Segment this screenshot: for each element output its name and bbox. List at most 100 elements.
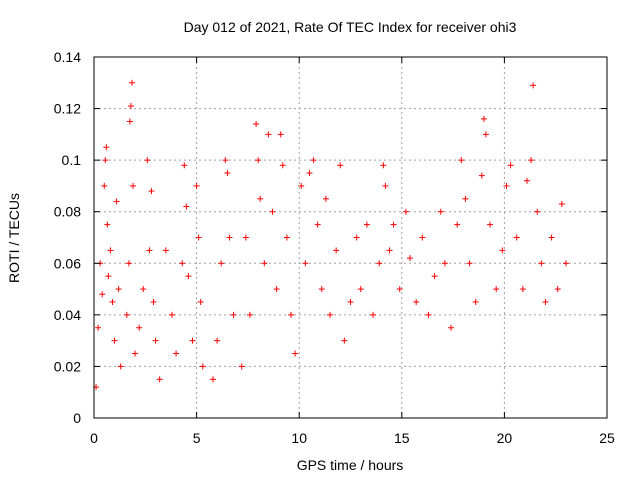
data-point: [370, 311, 377, 318]
data-point: [314, 221, 321, 228]
data-point: [127, 102, 134, 109]
data-point: [183, 203, 190, 210]
data-point: [255, 157, 262, 164]
data-point: [179, 260, 186, 267]
data-point: [341, 337, 348, 344]
x-tick-label: 15: [394, 430, 410, 446]
data-point: [109, 298, 116, 305]
data-point: [363, 221, 370, 228]
data-point: [523, 177, 530, 184]
data-point: [357, 286, 364, 293]
data-point: [466, 260, 473, 267]
data-point: [302, 260, 309, 267]
data-point: [107, 247, 114, 254]
data-point: [376, 260, 383, 267]
data-point: [269, 208, 276, 215]
data-point: [441, 260, 448, 267]
x-tick-label: 20: [497, 430, 513, 446]
x-tick-label: 10: [291, 430, 307, 446]
y-tick-label: 0.14: [54, 49, 81, 65]
data-point: [150, 298, 157, 305]
data-point: [156, 376, 163, 383]
data-point: [193, 182, 200, 189]
data-point: [507, 162, 514, 169]
data-point: [298, 182, 305, 189]
data-point: [148, 188, 155, 195]
data-point: [185, 273, 192, 280]
data-point: [189, 337, 196, 344]
data-point: [472, 298, 479, 305]
data-point: [99, 291, 106, 298]
data-point: [431, 273, 438, 280]
data-point: [224, 170, 231, 177]
y-axis-label: ROTI / TECUs: [6, 193, 22, 283]
data-point: [337, 162, 344, 169]
plot-frame: [93, 56, 608, 419]
data-point: [396, 286, 403, 293]
data-point: [222, 157, 229, 164]
data-point: [102, 157, 109, 164]
data-point: [499, 247, 506, 254]
data-point: [513, 234, 520, 241]
data-point: [292, 350, 299, 357]
data-point: [310, 157, 317, 164]
data-point: [125, 260, 132, 267]
data-point: [413, 298, 420, 305]
data-point: [101, 182, 108, 189]
data-point: [519, 286, 526, 293]
x-axis-label: GPS time / hours: [297, 457, 404, 473]
data-point: [123, 311, 130, 318]
data-point: [528, 157, 535, 164]
data-point: [542, 298, 549, 305]
y-tick-label: 0.12: [54, 101, 81, 117]
data-point: [115, 286, 122, 293]
data-points: [93, 79, 569, 391]
data-point: [152, 337, 159, 344]
data-point: [382, 182, 389, 189]
data-point: [347, 298, 354, 305]
data-point: [548, 234, 555, 241]
data-point: [353, 234, 360, 241]
data-point: [238, 363, 245, 370]
data-point: [277, 131, 284, 138]
data-point: [173, 350, 180, 357]
data-point: [322, 195, 329, 202]
data-point: [218, 260, 225, 267]
data-point: [257, 195, 264, 202]
data-point: [140, 286, 147, 293]
data-point: [242, 234, 249, 241]
data-point: [306, 170, 313, 177]
data-point: [480, 115, 487, 122]
data-point: [390, 221, 397, 228]
data-point: [425, 311, 432, 318]
data-point: [386, 247, 393, 254]
data-point: [534, 208, 541, 215]
data-point: [487, 221, 494, 228]
data-point: [554, 286, 561, 293]
data-point: [419, 234, 426, 241]
data-point: [493, 286, 500, 293]
data-point: [538, 260, 545, 267]
grid-lines: [94, 57, 607, 418]
data-point: [132, 350, 139, 357]
data-point: [226, 234, 233, 241]
x-tick-label: 25: [599, 430, 615, 446]
data-point: [562, 260, 569, 267]
data-point: [104, 221, 111, 228]
data-point: [380, 162, 387, 169]
data-point: [214, 337, 221, 344]
data-point: [253, 121, 260, 128]
data-point: [128, 79, 135, 86]
data-point: [482, 131, 489, 138]
y-tick-label: 0.08: [54, 204, 81, 220]
data-point: [199, 363, 206, 370]
data-point: [246, 311, 253, 318]
data-point: [402, 208, 409, 215]
data-point: [318, 286, 325, 293]
data-point: [261, 260, 268, 267]
data-point: [458, 157, 465, 164]
data-point: [478, 172, 485, 179]
x-tick-label: 0: [90, 430, 98, 446]
chart-title: Day 012 of 2021, Rate Of TEC Index for r…: [184, 19, 517, 35]
